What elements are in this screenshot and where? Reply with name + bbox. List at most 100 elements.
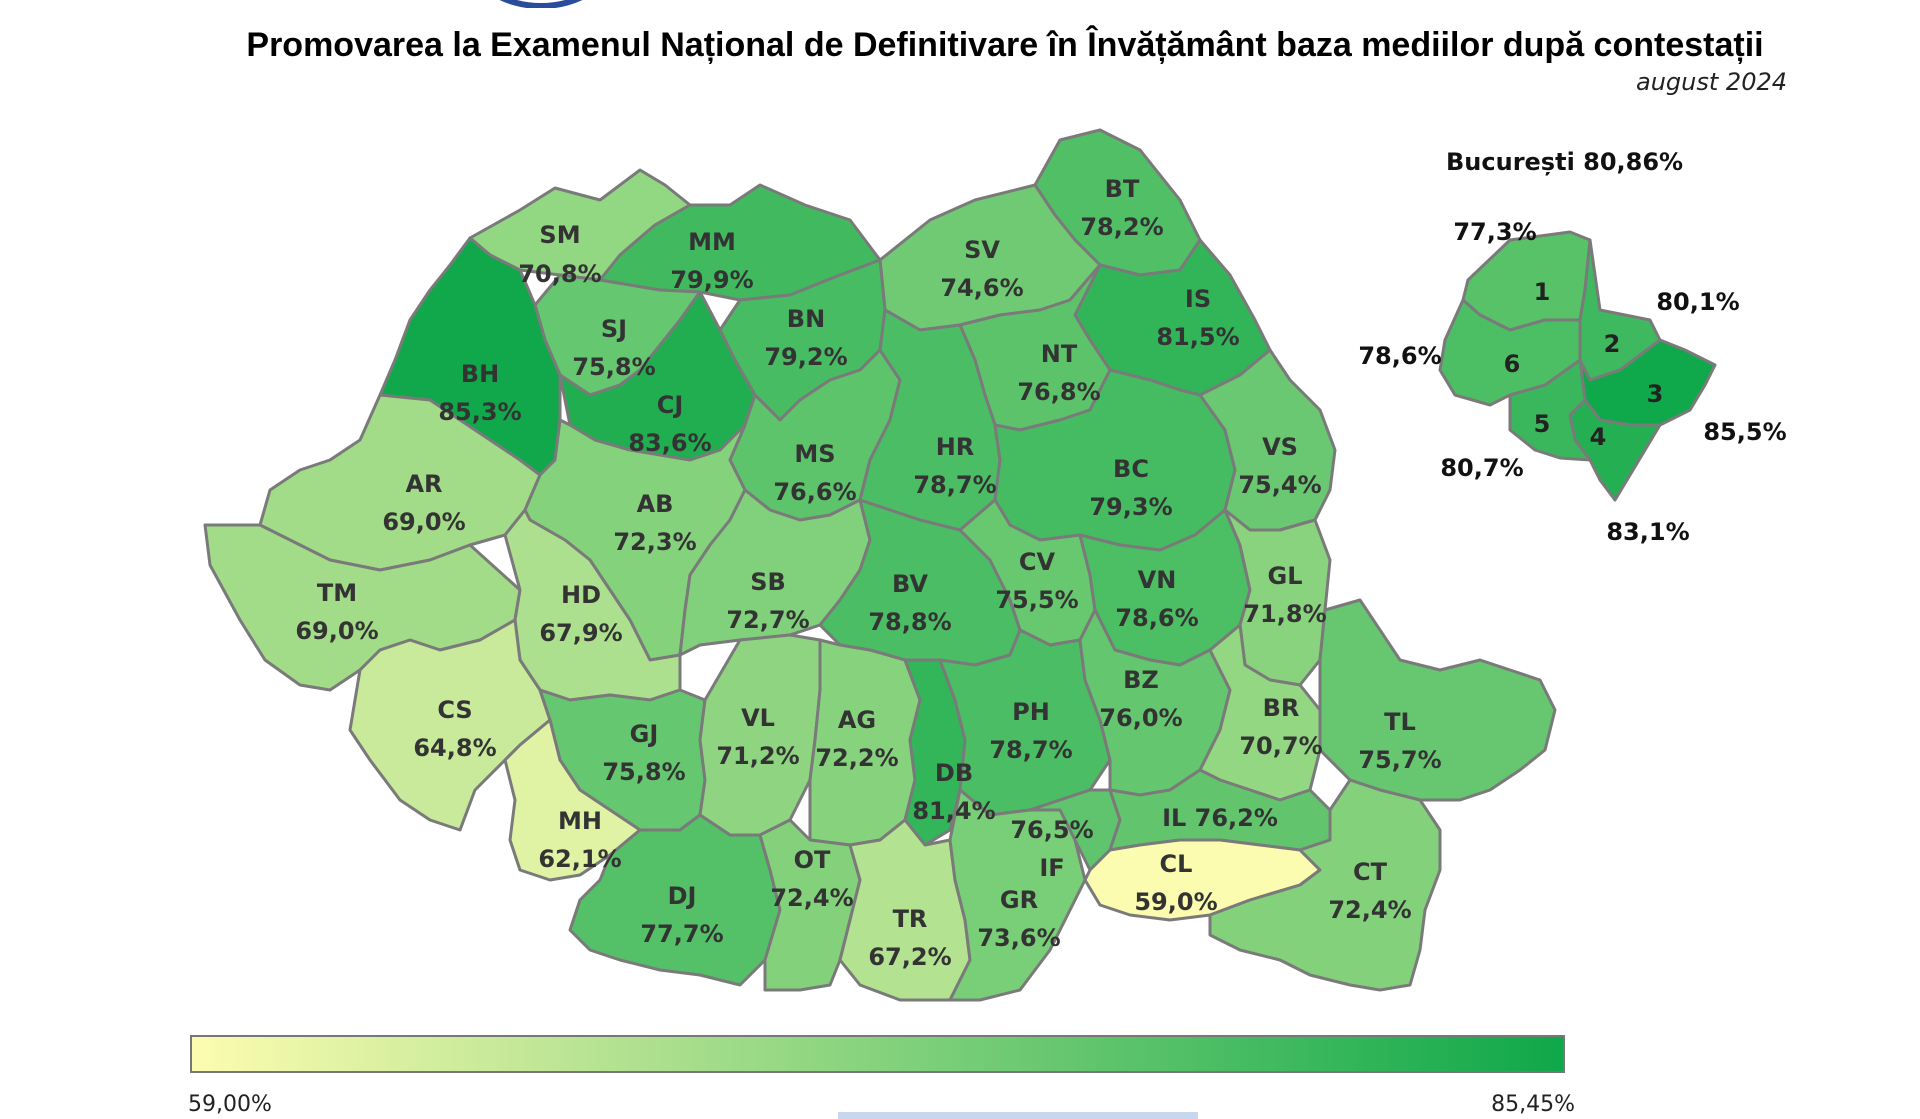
label-gj-value: 75,8%: [602, 758, 685, 786]
county-ag: [808, 638, 922, 847]
sector-4-value: 83,1%: [1606, 518, 1689, 546]
label-vn-code: VN: [1138, 566, 1177, 594]
label-bc-value: 79,3%: [1089, 493, 1172, 521]
legend-max-label: 85,45%: [1491, 1092, 1575, 1117]
label-tr-code: TR: [893, 905, 928, 933]
label-hd-value: 67,9%: [539, 619, 622, 647]
county-gr: [948, 788, 1087, 1002]
label-ms-code: MS: [794, 440, 835, 468]
sector-3-number: 3: [1647, 380, 1664, 408]
label-gr-value: 73,6%: [977, 924, 1060, 952]
sector-2-value: 80,1%: [1656, 288, 1739, 316]
label-br-value: 70,7%: [1239, 732, 1322, 760]
label-mm-code: MM: [688, 228, 736, 256]
label-sm-value: 70,8%: [518, 260, 601, 288]
label-tm-value: 69,0%: [295, 617, 378, 645]
label-if-code: IF: [1039, 854, 1064, 882]
label-bc-code: BC: [1113, 455, 1149, 483]
label-sj-code: SJ: [601, 315, 627, 343]
label-ot-code: OT: [794, 846, 831, 874]
label-bv-value: 78,8%: [868, 608, 951, 636]
label-dj-code: DJ: [668, 882, 697, 910]
label-bn-code: BN: [787, 305, 825, 333]
sector-1-value: 77,3%: [1453, 218, 1536, 246]
label-br-code: BR: [1263, 694, 1300, 722]
label-tl-code: TL: [1384, 708, 1416, 736]
label-mh-value: 62,1%: [538, 845, 621, 873]
label-ab-value: 72,3%: [613, 528, 696, 556]
label-sb-code: SB: [750, 568, 786, 596]
county-gl: [1223, 508, 1332, 687]
label-hr-code: HR: [936, 433, 975, 461]
label-ms-value: 76,6%: [773, 478, 856, 506]
label-sj-value: 75,8%: [572, 353, 655, 381]
bucharest-title: București 80,86%: [1446, 148, 1684, 176]
ministry-logo: [499, 0, 583, 8]
county-dj: [568, 813, 782, 987]
label-mm-value: 79,9%: [670, 266, 753, 294]
label-ar-value: 69,0%: [382, 508, 465, 536]
label-bt-code: BT: [1105, 175, 1140, 203]
label-bz-code: BZ: [1123, 666, 1159, 694]
label-bh-code: BH: [461, 360, 499, 388]
label-bv-code: BV: [892, 570, 928, 598]
label-cl-code: CL: [1160, 850, 1193, 878]
label-nt-value: 76,8%: [1017, 378, 1100, 406]
label-db-value: 81,4%: [912, 797, 995, 825]
label-sb-value: 72,7%: [726, 606, 809, 634]
label-cj-value: 83,6%: [628, 429, 711, 457]
label-db-code: DB: [935, 759, 973, 787]
label-ct-value: 72,4%: [1328, 896, 1411, 924]
label-gl-value: 71,8%: [1243, 600, 1326, 628]
label-nt-code: NT: [1041, 340, 1078, 368]
label-vl-code: VL: [741, 704, 775, 732]
county-mm: [598, 183, 882, 302]
label-gr-code: GR: [1000, 886, 1038, 914]
label-il-value: IL 76,2%: [1162, 804, 1278, 832]
label-bz-value: 76,0%: [1099, 704, 1182, 732]
sector-4-number: 4: [1590, 423, 1607, 451]
county-vl: [698, 633, 822, 837]
label-ph-code: PH: [1012, 698, 1050, 726]
label-gl-code: GL: [1268, 562, 1303, 590]
label-dj-value: 77,7%: [640, 920, 723, 948]
label-ot-value: 72,4%: [770, 884, 853, 912]
county-ot: [758, 818, 862, 992]
label-ab-code: AB: [637, 490, 674, 518]
label-cl-value: 59,0%: [1134, 888, 1217, 916]
label-tr-value: 67,2%: [868, 943, 951, 971]
label-sv-code: SV: [964, 236, 1000, 264]
label-hd-code: HD: [561, 581, 601, 609]
label-bt-value: 78,2%: [1080, 213, 1163, 241]
label-ph-value: 78,7%: [989, 736, 1072, 764]
label-is-code: IS: [1185, 285, 1211, 313]
sector-6: [1438, 298, 1582, 407]
label-vl-value: 71,2%: [716, 742, 799, 770]
label-ar-code: AR: [405, 470, 442, 498]
county-ct: [1208, 778, 1442, 992]
label-cs-value: 64,8%: [413, 734, 496, 762]
label-sv-value: 74,6%: [940, 274, 1023, 302]
label-cv-code: CV: [1019, 548, 1056, 576]
label-if-value: 76,5%: [1010, 816, 1093, 844]
label-cv-value: 75,5%: [995, 586, 1078, 614]
label-cj-code: CJ: [657, 391, 684, 419]
label-sm-code: SM: [539, 221, 580, 249]
label-vs-value: 75,4%: [1238, 471, 1321, 499]
sector-1-number: 1: [1534, 278, 1551, 306]
label-hr-value: 78,7%: [913, 471, 996, 499]
legend-min-label: 59,00%: [188, 1092, 272, 1117]
page-subtitle: august 2024: [1636, 68, 1787, 96]
county-vs: [1198, 348, 1337, 532]
label-tl-value: 75,7%: [1358, 746, 1441, 774]
label-vs-code: VS: [1262, 433, 1298, 461]
sector-5-value: 80,7%: [1440, 454, 1523, 482]
label-is-value: 81,5%: [1156, 323, 1239, 351]
label-mh-code: MH: [558, 807, 602, 835]
label-ct-code: CT: [1353, 858, 1388, 886]
label-ag-value: 72,2%: [815, 744, 898, 772]
label-cs-code: CS: [437, 696, 472, 724]
sector-6-value: 78,6%: [1358, 342, 1441, 370]
label-vn-value: 78,6%: [1115, 604, 1198, 632]
